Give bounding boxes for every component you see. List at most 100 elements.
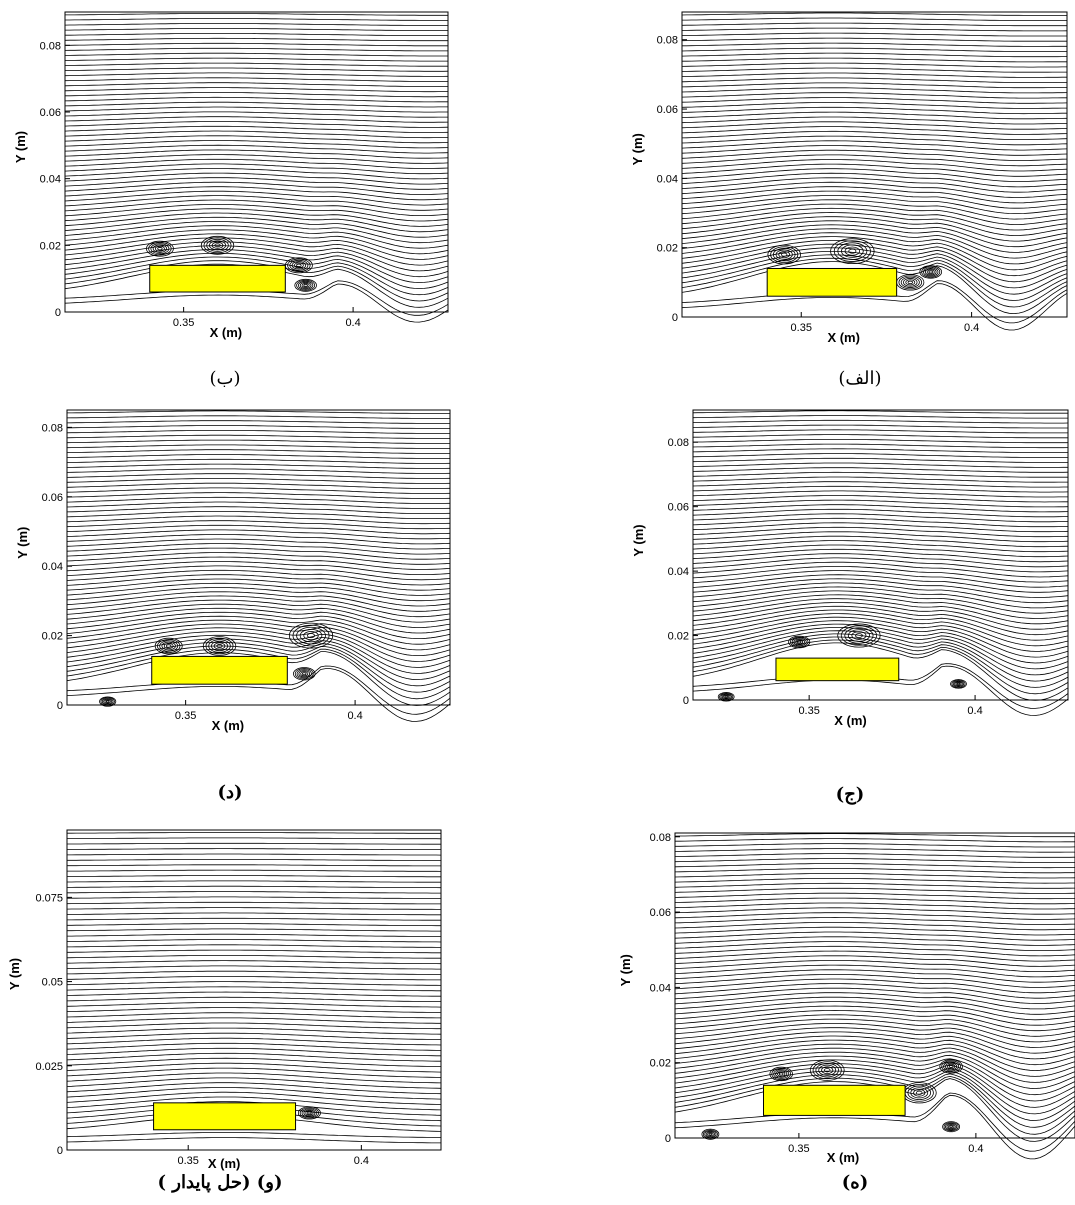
streamline (674, 950, 1075, 962)
obstacle-block (762, 1084, 906, 1116)
y-tick-label: 0.08 (657, 35, 678, 47)
plot-frame (66, 829, 442, 1151)
streamline (67, 885, 442, 889)
streamline (674, 1031, 1075, 1060)
y-tick-label: 0.02 (40, 240, 61, 252)
caption-alef: (الف) (838, 368, 882, 389)
streamline (675, 843, 1075, 848)
caption-dal: (د) (217, 782, 243, 803)
streamline (681, 12, 1067, 16)
streamline (674, 863, 1075, 869)
streamline (681, 228, 1068, 259)
streamline (681, 92, 1067, 99)
streamline (692, 485, 1069, 493)
x-tick-label: 0.4 (347, 710, 362, 722)
streamline (66, 496, 451, 504)
obstacle-block (151, 655, 288, 685)
obstacle-block (766, 267, 898, 297)
streamline (66, 538, 451, 550)
streamlines (674, 833, 1075, 1160)
streamline (692, 419, 1069, 424)
streamline (674, 1005, 1075, 1026)
streamlines (692, 410, 1069, 716)
streamline (692, 566, 1069, 583)
x-tick-label: 0.35 (177, 1155, 198, 1167)
streamline (681, 77, 1067, 83)
streamline (66, 1037, 442, 1046)
caption-vav: (و) (حل پايدار ) (157, 1172, 283, 1193)
streamline (692, 613, 1069, 647)
streamline (681, 130, 1068, 140)
y-tick-label: 0.04 (650, 982, 671, 994)
x-tick-label: 0.35 (173, 317, 194, 329)
streamline (65, 33, 448, 36)
streamline (692, 508, 1068, 518)
streamline (681, 62, 1067, 68)
streamline (67, 837, 442, 840)
streamline (66, 615, 451, 645)
streamline (681, 283, 1068, 331)
streamline (682, 17, 1067, 22)
streamline (692, 620, 1069, 658)
streamline (681, 145, 1068, 156)
streamline (64, 23, 448, 26)
vortex (809, 1059, 845, 1081)
streamline (64, 140, 449, 149)
streamline (66, 645, 451, 693)
streamline (67, 859, 441, 861)
streamline (66, 623, 451, 656)
streamline (692, 544, 1069, 558)
y-axis-label: Y (m) (15, 527, 30, 559)
streamline (692, 476, 1068, 483)
streamline (65, 13, 448, 16)
streamline (66, 587, 451, 607)
streamline (66, 420, 450, 424)
y-axis-label: Y (m) (7, 958, 22, 990)
streamline (66, 641, 451, 687)
streamline (674, 1059, 1075, 1102)
y-tick-label: 0.05 (42, 977, 63, 989)
streamline (64, 87, 448, 93)
streamline (692, 633, 1069, 682)
vortex (939, 1059, 963, 1074)
x-tick-label: 0.4 (345, 317, 360, 329)
x-axis-label: X (m) (208, 1156, 241, 1171)
streamline (66, 430, 450, 434)
streamline (66, 415, 450, 419)
streamline (674, 882, 1075, 889)
x-tick-label: 0.4 (354, 1155, 369, 1167)
streamline (692, 598, 1069, 625)
streamline (692, 535, 1069, 548)
vortex (769, 1066, 793, 1082)
streamline (67, 869, 442, 872)
vortex (767, 244, 801, 265)
streamline (681, 212, 1068, 236)
streamline (67, 970, 441, 975)
vortex (293, 667, 316, 681)
x-axis-label: X (m) (210, 325, 243, 340)
streamline (674, 1023, 1075, 1048)
x-tick-label: 0.35 (791, 322, 812, 334)
streamline (674, 892, 1075, 900)
streamline (64, 130, 449, 139)
streamline (692, 605, 1069, 636)
streamline (64, 158, 449, 169)
y-tick-label: 0.08 (42, 422, 63, 434)
streamline (67, 864, 441, 867)
vortex (788, 635, 811, 649)
streamline (66, 492, 451, 499)
obstacle-block (153, 1102, 297, 1131)
streamline (674, 858, 1075, 863)
vortex (200, 235, 235, 255)
streamline (674, 833, 1075, 838)
streamline (66, 901, 441, 905)
streamline (66, 1096, 442, 1111)
y-tick-label: 0.02 (657, 243, 678, 255)
streamline (692, 522, 1069, 533)
streamline (66, 578, 451, 596)
streamline (692, 548, 1069, 563)
streamline (66, 1082, 442, 1095)
streamline (692, 526, 1069, 538)
streamline (674, 897, 1075, 905)
y-tick-label: 0.075 (35, 892, 63, 904)
